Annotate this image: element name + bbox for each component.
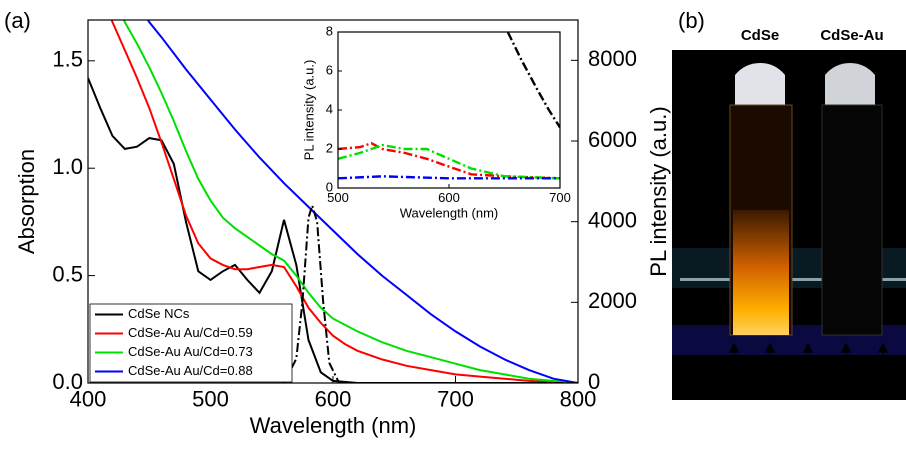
x-tick-label: 600 [315,386,352,411]
y2-tick-label: 4000 [588,207,637,232]
y-axis-label: Absorption [14,149,39,254]
x-axis-label: Wavelength (nm) [250,413,417,438]
cap-left [735,63,785,105]
panel-label: (b) [678,8,705,33]
x-tick-label: 700 [549,190,571,205]
x-tick-label: 500 [192,386,229,411]
y2-tick-label: 0 [588,369,600,394]
plot-area [88,20,578,383]
inset-background [338,32,560,188]
vial-left-liquid [733,210,789,335]
plot-area [338,32,560,180]
y2-tick-label: 6000 [588,127,637,152]
x-axis-label: Wavelength (nm) [400,205,499,220]
uv-arrows [728,342,889,375]
legend-label: CdSe-Au Au/Cd=0.88 [128,363,253,378]
panel-label: (a) [4,8,31,33]
cap-right [825,63,875,105]
data-line [122,20,578,383]
data-line [338,143,560,180]
y-tick-label: 0.5 [52,261,83,286]
photo-label: CdSe [741,27,779,44]
main-chart: 400 500 600 700 8000.00.51.01.50200040006000… [4,8,671,438]
legend-label: CdSe-Au Au/Cd=0.59 [128,325,253,340]
photo: (b) CdSe CdSe-Au 365nm UV light [672,8,906,400]
y2-tick-label: 8000 [588,46,637,71]
photo-caption: 365nm UV light [752,381,869,400]
legend-label: CdSe-Au Au/Cd=0.73 [128,344,253,359]
photo-shelf [680,278,906,281]
y-tick-label: 1.0 [52,154,83,179]
x-tick-label: 700 [437,386,474,411]
photo-label: CdSe-Au [820,27,883,44]
data-line [506,32,560,129]
x-tick-label: 600 [438,190,460,205]
x-tick-label: 400 [70,386,107,411]
legend-label: CdSe NCs [128,306,190,321]
data-line [146,20,578,383]
y-tick-label: 1.5 [52,47,83,72]
y-axis-label: PL intensity (a.u.) [301,60,316,161]
y-tick-label: 0.0 [52,369,83,394]
inset-chart: 500 600 700 0 2 4 6 8 Wavelength (nm) PL intensit… [301,23,570,220]
x-tick-label: 500 [327,190,349,205]
y-tick-label: 6 [326,62,333,77]
x-tick-label: 800 [560,386,597,411]
data-line [338,175,560,180]
y-tick-label: 2 [326,140,333,155]
y-tick-label: 8 [326,23,333,38]
data-line [338,141,560,180]
y-tick-label: 4 [326,101,333,116]
vial-right [821,104,883,336]
legend-box [89,303,293,383]
data-line [110,20,578,383]
y2-axis-label: PL intensity (a.u.) [646,106,671,276]
y2-tick-label: 2000 [588,288,637,313]
y-tick-label: 0 [326,179,333,194]
